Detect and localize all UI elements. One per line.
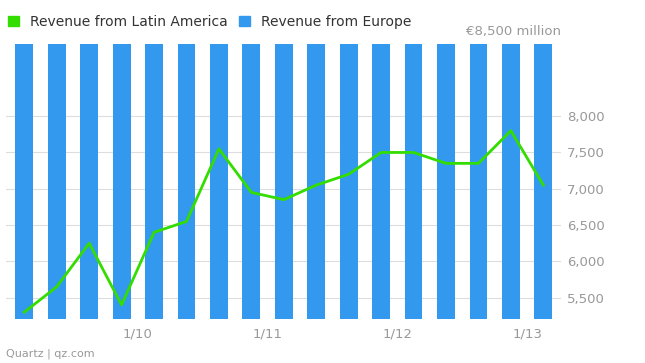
Bar	[372, 0, 390, 319]
Bar	[535, 0, 552, 319]
Bar	[437, 0, 455, 319]
Bar	[275, 0, 293, 319]
Bar	[145, 0, 163, 319]
Bar	[177, 0, 195, 319]
Bar	[470, 0, 488, 319]
Bar	[210, 0, 228, 319]
Bar	[243, 0, 261, 319]
Bar	[48, 0, 66, 319]
Bar	[404, 0, 422, 319]
Legend: Revenue from Latin America, Revenue from Europe: Revenue from Latin America, Revenue from…	[8, 15, 412, 29]
Bar	[340, 0, 357, 319]
Text: Quartz | qz.com: Quartz | qz.com	[6, 349, 95, 359]
Bar	[502, 0, 520, 319]
Text: €8,500 million: €8,500 million	[466, 25, 561, 38]
Bar	[80, 0, 98, 319]
Bar	[307, 0, 325, 319]
Bar	[113, 0, 130, 319]
Bar	[15, 0, 33, 319]
